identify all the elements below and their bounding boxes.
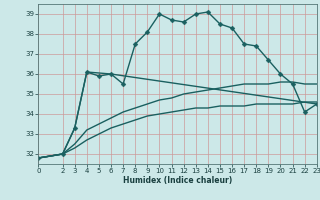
X-axis label: Humidex (Indice chaleur): Humidex (Indice chaleur) (123, 176, 232, 185)
